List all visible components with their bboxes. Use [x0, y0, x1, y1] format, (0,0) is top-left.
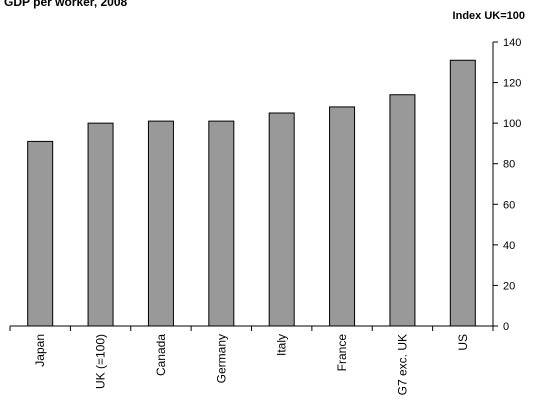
bar-germany: [208, 120, 235, 327]
y-tick-label: 20: [503, 280, 515, 292]
chart-title: GDP per worker, 2008: [4, 0, 128, 9]
y-tick-label: 120: [503, 78, 521, 90]
bar-canada: [147, 120, 174, 327]
bar-us: [449, 59, 476, 327]
x-tick-label: Germany: [214, 334, 228, 383]
y-tick-label: 140: [503, 37, 521, 49]
bars-group: [27, 59, 476, 327]
bar-france: [329, 106, 356, 327]
y-tick-label: 100: [503, 118, 521, 130]
x-tick-label: Japan: [33, 334, 47, 367]
y-tick-label: 0: [503, 321, 509, 333]
y-tick-label: 60: [503, 199, 515, 211]
y-tick-label: 40: [503, 240, 515, 252]
x-tick-label: G7 exc. UK: [395, 334, 409, 395]
x-tick-label: Canada: [154, 334, 168, 376]
x-tick-label: Italy: [275, 334, 289, 356]
x-tick-label: France: [335, 334, 349, 372]
x-tick-label: UK (=100): [94, 334, 108, 389]
y-tick-label: 80: [503, 159, 515, 171]
bar-japan: [27, 140, 54, 327]
bar-g7-exc-uk: [389, 94, 416, 327]
x-tick-label: US: [456, 334, 470, 351]
y-axis: 0 20 40 60 80 100 120 140: [492, 37, 521, 333]
y-axis-unit-label: Index UK=100: [452, 10, 525, 22]
x-axis: Japan UK (=100) Canada Germany Italy France G7…: [9, 325, 494, 395]
bar-italy: [268, 112, 295, 327]
bar-uk-100: [87, 122, 114, 327]
